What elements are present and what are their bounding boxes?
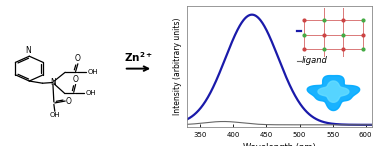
Text: OH: OH [86,90,96,96]
Text: OH: OH [50,112,60,118]
Text: O: O [66,97,72,106]
Text: ligand: ligand [302,57,327,65]
Text: $\mathbf{Zn^{2+}}$: $\mathbf{Zn^{2+}}$ [124,50,153,64]
X-axis label: Wavelength (nm): Wavelength (nm) [243,143,316,146]
Text: O: O [73,75,79,84]
Text: O: O [75,54,81,63]
Text: N: N [50,78,56,87]
Text: OH: OH [88,69,98,75]
Y-axis label: Intensity (arbitrary units): Intensity (arbitrary units) [172,18,181,115]
Text: N: N [25,46,31,55]
